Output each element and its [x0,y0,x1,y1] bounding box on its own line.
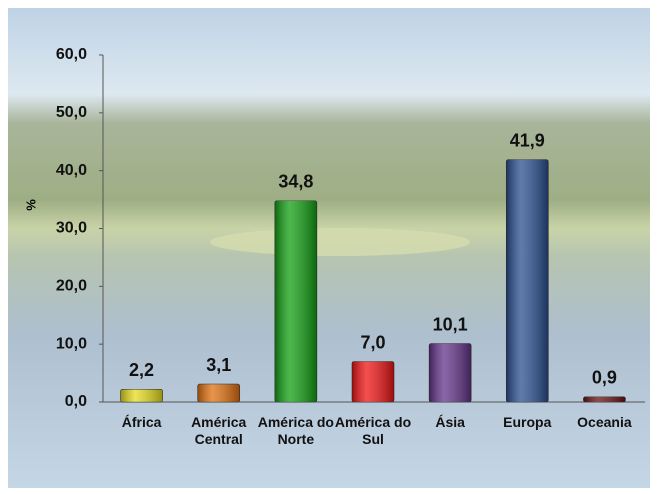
value-label: 3,1 [206,355,231,375]
bar [428,343,472,403]
y-tick-label: 20,0 [56,278,87,295]
x-tick-label: África [121,414,162,430]
bar [120,388,163,403]
y-tick-label: 30,0 [56,220,87,237]
value-label: 7,0 [360,332,385,352]
bar [505,159,549,403]
x-tick-label: América do Norte [257,414,334,447]
bar [197,383,241,403]
x-tick-label: Oceania [577,414,632,430]
y-tick-label: 10,0 [56,335,87,352]
y-axis-label: % [23,199,38,211]
bar [274,200,318,403]
x-tick-label: Europa [503,414,552,430]
x-tick-label: América do Sul [334,414,412,447]
x-tick-label: América Central [191,414,247,447]
value-label: 10,1 [433,314,468,334]
x-tick-label: Ásia [435,414,465,430]
y-tick-label: 0,0 [65,393,87,410]
y-tick-label: 40,0 [56,162,87,179]
value-label: 41,9 [510,130,545,150]
y-tick-label: 60,0 [56,46,87,63]
value-label: 34,8 [278,171,313,191]
value-label: 2,2 [129,360,154,380]
value-label: 0,9 [592,368,617,388]
bar [351,361,395,403]
y-tick-label: 50,0 [56,104,87,121]
background-island [210,228,470,256]
bar [583,396,626,403]
